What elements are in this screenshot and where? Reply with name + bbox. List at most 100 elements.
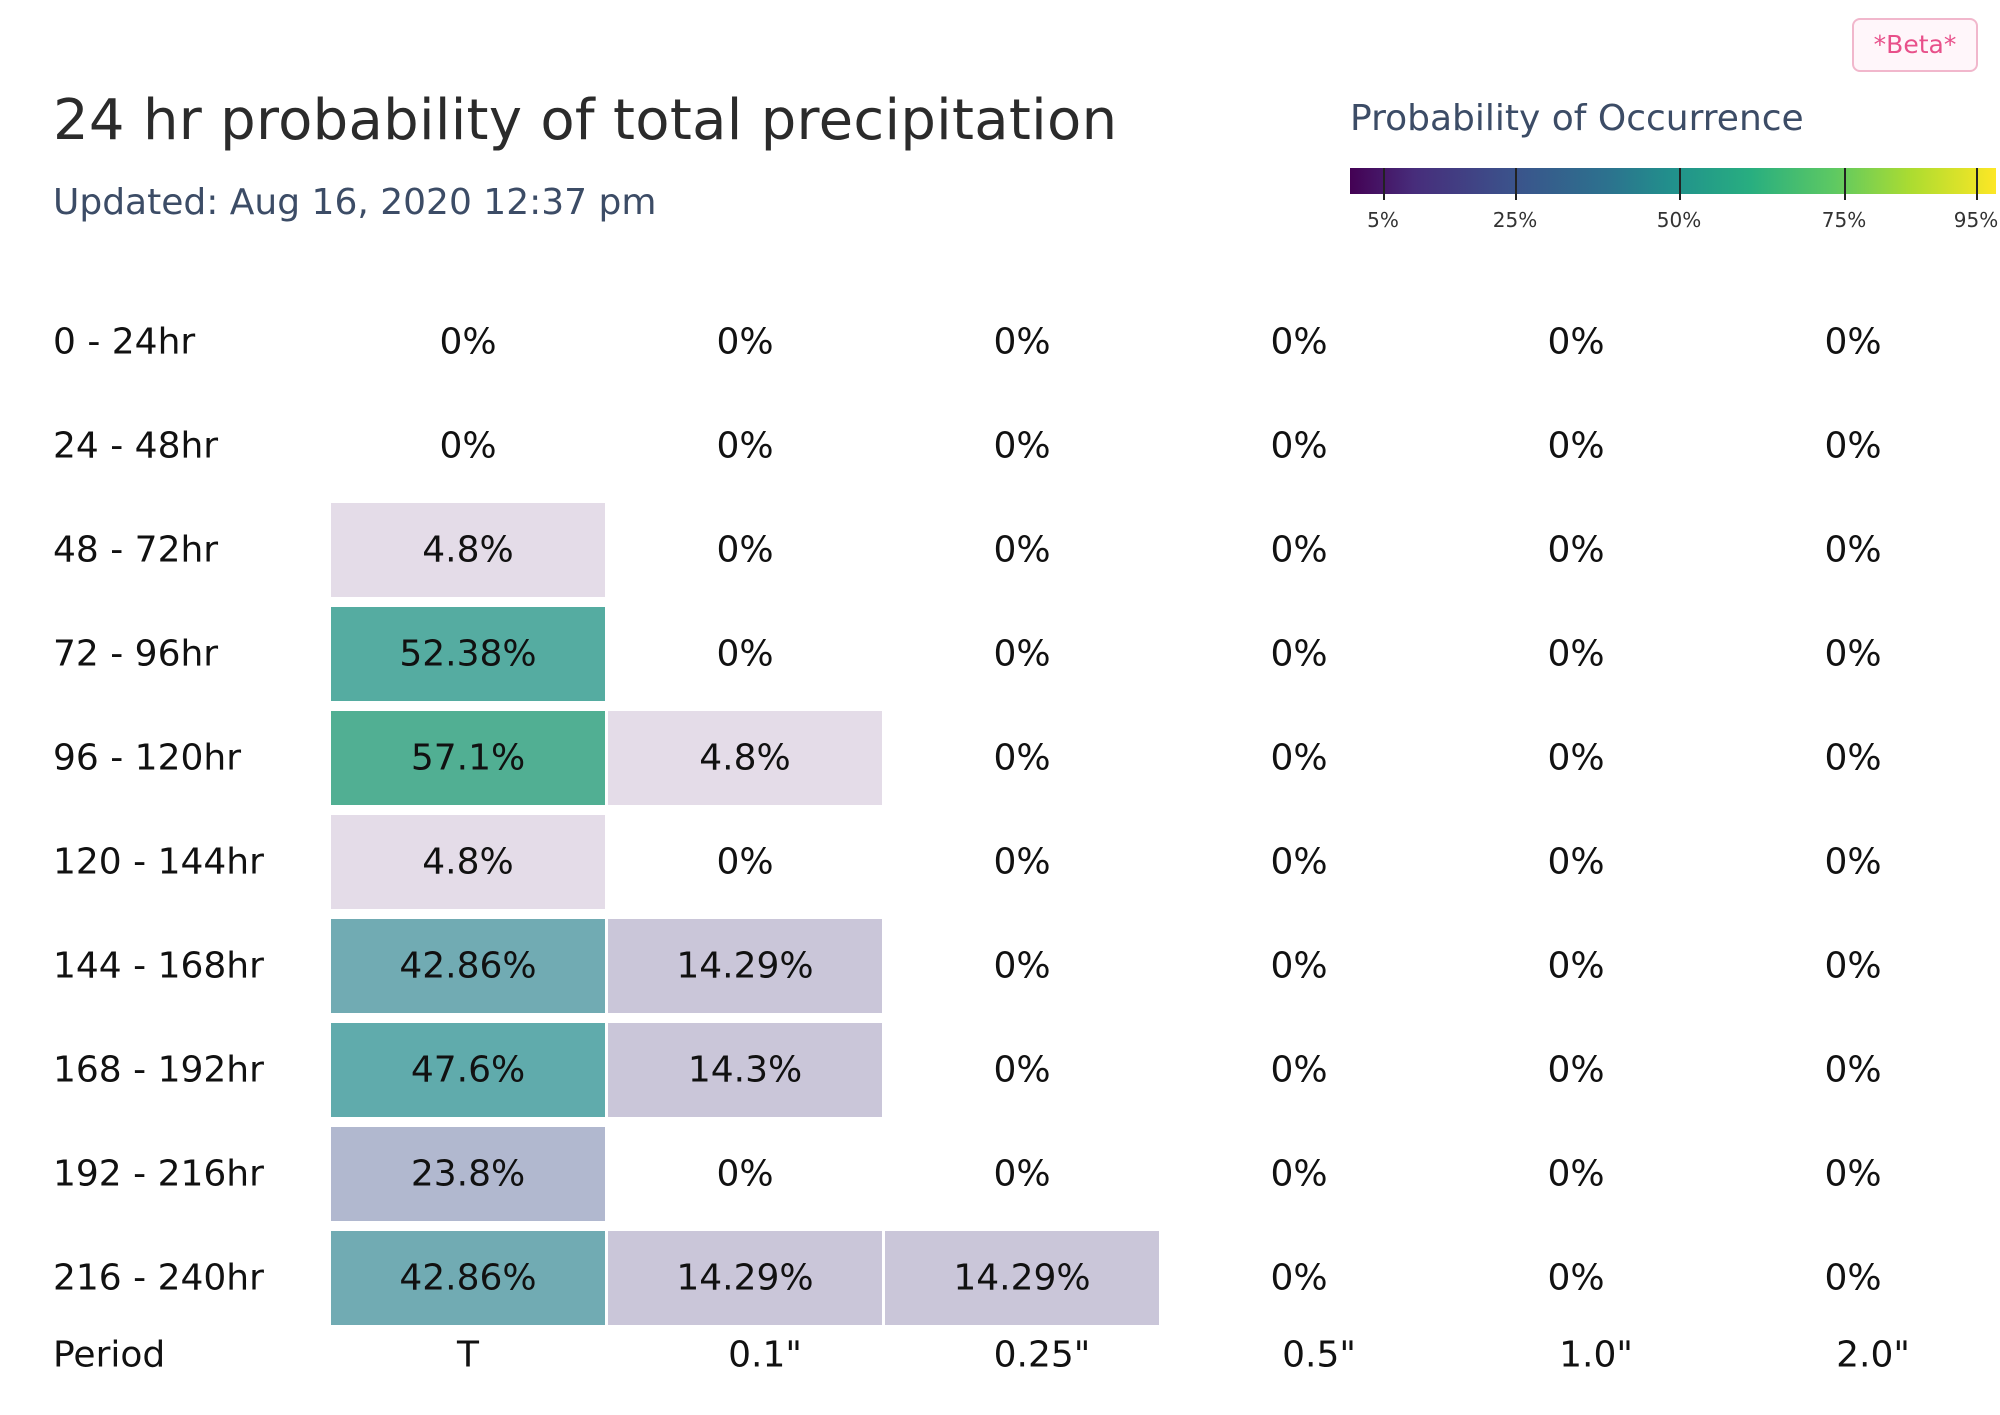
legend-tick — [1976, 168, 1978, 200]
cell-value-label: 0% — [993, 841, 1051, 883]
x-tick-label: 0.5" — [1282, 1334, 1356, 1376]
heatmap-cell — [608, 1231, 882, 1325]
cell-value-label: 14.29% — [676, 1257, 814, 1299]
legend-tick-label: 50% — [1656, 208, 1702, 232]
cell-value-label: 42.86% — [399, 1257, 537, 1299]
heatmap-cell — [331, 815, 605, 909]
cell-value-label: 0% — [1270, 945, 1328, 987]
beta-badge: *Beta* — [1852, 18, 1978, 72]
cell-value-label: 0% — [1824, 1153, 1882, 1195]
cell-value-label: 0% — [439, 425, 497, 467]
row-label: 144 - 168hr — [53, 945, 264, 987]
heatmap-cell — [608, 1023, 882, 1117]
cell-value-label: 0% — [716, 425, 774, 467]
cell-value-label: 4.8% — [422, 529, 514, 571]
cell-value-label: 0% — [1824, 321, 1882, 363]
x-tick-label: 1.0" — [1559, 1334, 1633, 1376]
legend-tick — [1679, 168, 1681, 200]
heatmap-cell — [331, 919, 605, 1013]
heatmap-cell — [331, 711, 605, 805]
row-label: 96 - 120hr — [53, 737, 242, 779]
cell-value-label: 0% — [1547, 1049, 1605, 1091]
row-label: 168 - 192hr — [53, 1049, 264, 1091]
cell-value-label: 0% — [1270, 529, 1328, 571]
chart-title: 24 hr probability of total precipitation — [53, 88, 1118, 153]
cell-value-label: 0% — [1824, 945, 1882, 987]
cell-value-label: 0% — [1824, 1049, 1882, 1091]
cell-value-label: 0% — [993, 945, 1051, 987]
cell-value-label: 0% — [1270, 1049, 1328, 1091]
cell-value-label: 0% — [1270, 321, 1328, 363]
x-tick-label: 2.0" — [1836, 1334, 1910, 1376]
legend-tick-label: 95% — [1953, 208, 1999, 232]
heatmap-cell — [608, 711, 882, 805]
cell-value-label: 57.1% — [410, 737, 526, 779]
heatmap-cell — [608, 919, 882, 1013]
cell-value-label: 42.86% — [399, 945, 537, 987]
cell-value-label: 0% — [1270, 841, 1328, 883]
cell-value-label: 0% — [716, 321, 774, 363]
cell-value-label: 0% — [439, 321, 497, 363]
cell-value-label: 52.38% — [399, 633, 537, 675]
heatmap-cell — [331, 1231, 605, 1325]
cell-value-label: 23.8% — [410, 1153, 526, 1195]
row-label: 48 - 72hr — [53, 529, 219, 571]
legend-tick-label: 25% — [1492, 208, 1538, 232]
cell-value-label: 0% — [993, 321, 1051, 363]
legend-tick — [1383, 168, 1385, 200]
row-label: 0 - 24hr — [53, 321, 196, 363]
cell-value-label: 0% — [993, 737, 1051, 779]
cell-value-label: 0% — [1270, 1257, 1328, 1299]
cell-value-label: 0% — [1824, 737, 1882, 779]
cell-value-label: 0% — [1547, 425, 1605, 467]
heatmap-cell — [331, 503, 605, 597]
cell-value-label: 0% — [1824, 529, 1882, 571]
row-label: 120 - 144hr — [53, 841, 264, 883]
cell-value-label: 0% — [1547, 633, 1605, 675]
cell-value-label: 0% — [716, 633, 774, 675]
cell-value-label: 0% — [1270, 1153, 1328, 1195]
updated-timestamp: Updated: Aug 16, 2020 12:37 pm — [53, 182, 657, 223]
cell-value-label: 4.8% — [699, 737, 791, 779]
cell-value-label: 0% — [716, 1153, 774, 1195]
cell-value-label: 0% — [1547, 737, 1605, 779]
heatmap-cell — [885, 1231, 1159, 1325]
cell-value-label: 0% — [1547, 321, 1605, 363]
cell-value-label: 0% — [993, 529, 1051, 571]
legend-colorbar — [1350, 168, 1996, 194]
y-axis-title: Period — [53, 1334, 166, 1376]
heatmap-cell — [331, 1023, 605, 1117]
heatmap-cell — [331, 607, 605, 701]
cell-value-label: 0% — [1270, 633, 1328, 675]
legend-title: Probability of Occurrence — [1350, 98, 1804, 139]
cell-value-label: 47.6% — [410, 1049, 526, 1091]
cell-value-label: 0% — [1270, 737, 1328, 779]
row-label: 72 - 96hr — [53, 633, 219, 675]
legend-tick-label: 75% — [1821, 208, 1867, 232]
row-label: 216 - 240hr — [53, 1257, 264, 1299]
cell-value-label: 14.29% — [953, 1257, 1091, 1299]
cell-value-label: 0% — [1547, 841, 1605, 883]
row-label: 24 - 48hr — [53, 425, 219, 467]
cell-value-label: 0% — [1824, 633, 1882, 675]
cell-value-label: 0% — [993, 633, 1051, 675]
cell-value-label: 4.8% — [422, 841, 514, 883]
cell-value-label: 14.29% — [676, 945, 814, 987]
cell-value-label: 0% — [716, 529, 774, 571]
heatmap-cell — [331, 1127, 605, 1221]
cell-value-label: 0% — [1547, 945, 1605, 987]
cell-value-label: 0% — [1824, 841, 1882, 883]
cell-value-label: 0% — [993, 1049, 1051, 1091]
x-tick-label: 0.25" — [993, 1334, 1091, 1376]
legend-tick-label: 5% — [1367, 208, 1399, 232]
cell-value-label: 0% — [993, 1153, 1051, 1195]
x-tick-label: 0.1" — [728, 1334, 802, 1376]
cell-value-label: 0% — [1824, 1257, 1882, 1299]
cell-value-label: 0% — [1547, 1257, 1605, 1299]
cell-value-label: 0% — [1547, 1153, 1605, 1195]
legend-tick — [1515, 168, 1517, 200]
cell-value-label: 0% — [716, 841, 774, 883]
cell-value-label: 0% — [1270, 425, 1328, 467]
cell-value-label: 0% — [1547, 529, 1605, 571]
row-label: 192 - 216hr — [53, 1153, 264, 1195]
